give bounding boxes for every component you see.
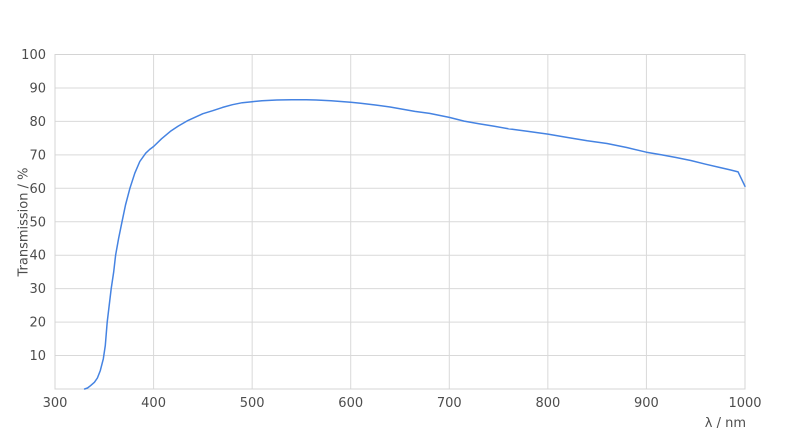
- x-tick-label: 700: [437, 396, 462, 411]
- y-tick-label: 60: [29, 182, 46, 197]
- y-tick-label: 100: [21, 48, 46, 63]
- x-tick-label: 900: [634, 396, 659, 411]
- y-tick-label: 30: [29, 282, 46, 297]
- series-line-transmission: [83, 98, 746, 390]
- x-tick-label: 600: [338, 396, 363, 411]
- x-tick-label: 1000: [728, 396, 761, 411]
- y-tick-label: 90: [29, 81, 46, 96]
- x-axis-title: λ / nm: [704, 416, 746, 431]
- y-tick-label: 50: [29, 215, 46, 230]
- y-tick-label: 70: [29, 148, 46, 163]
- y-tick-label: 40: [29, 249, 46, 264]
- x-tick-label: 300: [43, 396, 68, 411]
- y-axis-title: Transmission / %: [16, 167, 32, 277]
- x-tick-label: 400: [141, 396, 166, 411]
- y-tick-label: 20: [29, 316, 46, 331]
- x-tick-label: 800: [535, 396, 560, 411]
- y-tick-label: 10: [29, 349, 46, 364]
- x-tick-label: 500: [240, 396, 265, 411]
- y-tick-label: 80: [29, 115, 46, 130]
- plot-frame: [54, 54, 746, 390]
